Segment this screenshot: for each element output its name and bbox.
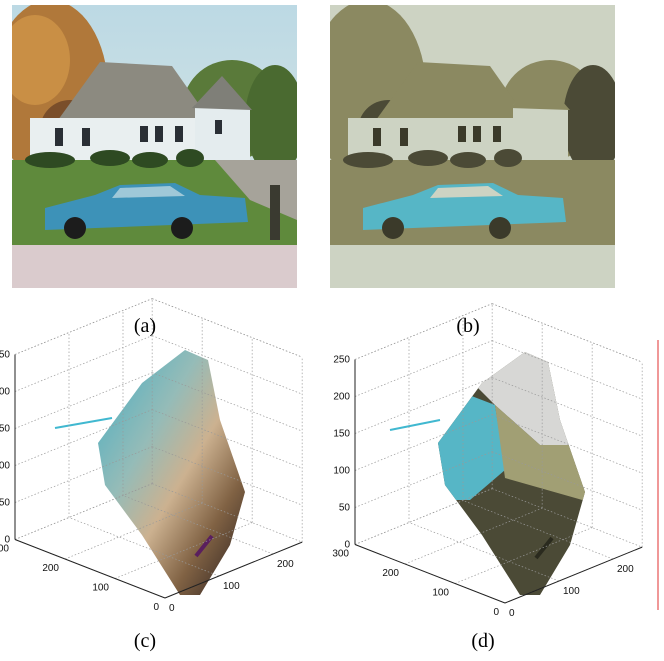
grid-line: [462, 500, 614, 560]
box-edge: [492, 303, 643, 363]
y-tick-label: 200: [382, 568, 399, 579]
segmented-cloud: [389, 352, 585, 595]
axis-line: [14, 539, 166, 599]
grid-line: [492, 451, 643, 511]
grid-line: [14, 483, 153, 540]
grid-line: [354, 377, 493, 434]
z-tick-label: 50: [339, 503, 351, 514]
y-tick-label: 100: [92, 583, 109, 594]
grid-line: [492, 377, 643, 437]
z-tick-label: 100: [0, 461, 10, 472]
z-tick-label: 50: [0, 498, 10, 509]
z-tick-label: 200: [333, 392, 350, 403]
grid-line: [492, 414, 643, 474]
grid-line: [404, 507, 543, 565]
z-tick-label: 200: [0, 387, 10, 398]
box-edge: [354, 303, 493, 360]
x-tick-label: 200: [617, 564, 634, 575]
x-tick-label: 200: [277, 559, 294, 570]
grid-line: [114, 522, 253, 579]
grid-line: [454, 527, 593, 584]
grid-line: [152, 335, 303, 395]
x-tick-label: 100: [223, 581, 240, 592]
z-tick-label: 0: [344, 540, 350, 551]
color-cloud: [54, 350, 245, 595]
grid-line: [354, 340, 493, 397]
grid-line: [354, 414, 493, 471]
grid-line: [64, 502, 203, 560]
grid-line: [14, 335, 153, 392]
photo-segmented: [330, 5, 615, 288]
box-edge: [14, 298, 153, 355]
grid-line: [492, 488, 643, 548]
grid-line: [354, 488, 493, 545]
box-edge: [152, 298, 303, 358]
z-tick-label: 150: [333, 429, 350, 440]
grid-line: [492, 340, 643, 400]
y-tick-label: 300: [0, 544, 9, 555]
caption: (c): [134, 630, 156, 652]
z-tick-label: 100: [333, 466, 350, 477]
z-tick-label: 0: [4, 535, 10, 546]
axis-line: [354, 544, 506, 604]
grid-line: [152, 409, 303, 469]
axis-line: [504, 546, 643, 604]
y-tick-label: 0: [153, 602, 159, 613]
y-tick-label: 200: [42, 563, 59, 574]
z-tick-label: 250: [0, 350, 10, 361]
grid-line: [14, 446, 153, 503]
grid-line: [152, 372, 303, 432]
grid-line: [122, 495, 274, 555]
x-tick-label: 0: [169, 603, 175, 614]
axis-line: [164, 541, 303, 599]
y-tick-label: 0: [493, 607, 499, 618]
z-tick-label: 250: [333, 355, 350, 366]
grid-line: [354, 451, 493, 508]
y-tick-label: 100: [432, 588, 449, 599]
photo-original: [12, 5, 297, 288]
grid-line: [68, 517, 220, 577]
grid-line: [152, 483, 303, 543]
caption: (b): [456, 315, 479, 337]
grid-line: [152, 446, 303, 506]
caption: (a): [134, 315, 156, 337]
y-tick-label: 300: [332, 549, 349, 560]
caption: (d): [471, 630, 494, 652]
grid-line: [408, 522, 560, 582]
z-tick-label: 150: [0, 424, 10, 435]
x-tick-label: 0: [509, 608, 515, 619]
grid-line: [14, 409, 153, 466]
x-tick-label: 100: [563, 586, 580, 597]
grid-line: [14, 372, 153, 429]
axes-layer: 0501001502002500100200300010020005010015…: [0, 298, 643, 619]
